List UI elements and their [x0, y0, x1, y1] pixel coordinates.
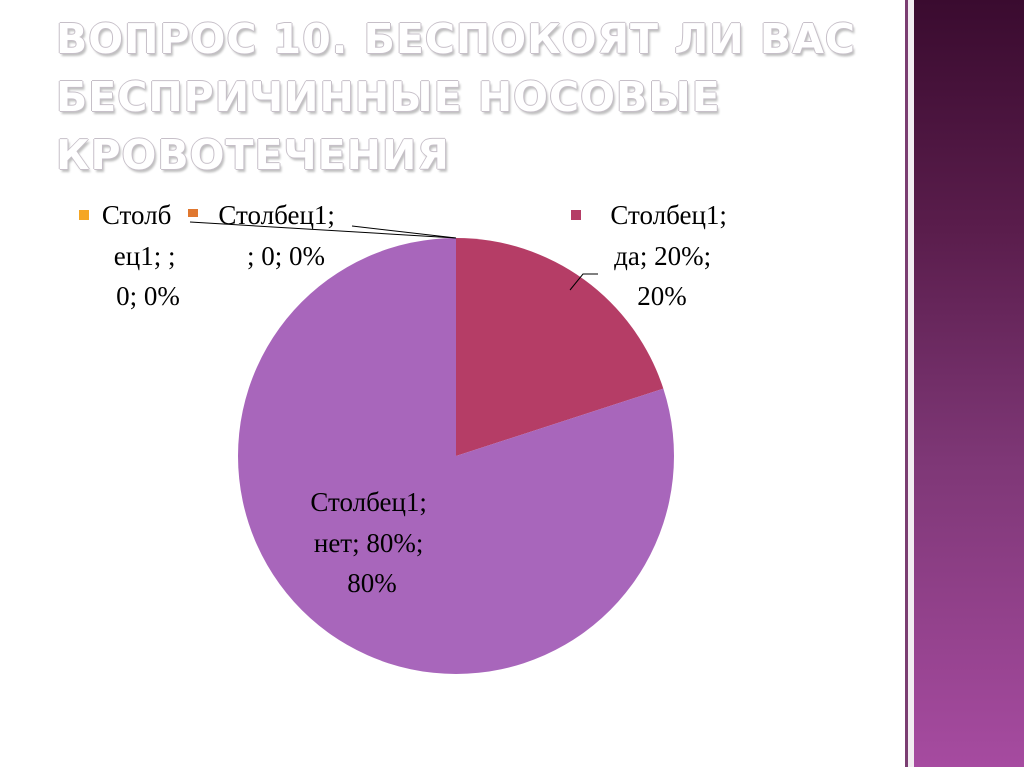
data-label-net-line1: Столбец1;	[310, 487, 427, 517]
title-line-3: кровотечения	[56, 131, 450, 179]
data-label-blank1-line1: Столб	[102, 200, 171, 230]
label-marker-blank2	[188, 209, 198, 217]
title-line-1: Вопрос 10. Беспокоят ли вас	[56, 15, 856, 63]
data-label-da-line2: да; 20%;	[614, 241, 711, 271]
label-marker-da	[571, 210, 581, 220]
leader-line-blank2	[351, 225, 457, 239]
leader-line-da	[569, 273, 598, 291]
pie-slice-net	[237, 238, 674, 674]
side-decor-panel	[914, 0, 1024, 767]
data-label-blank2-line2: ; 0; 0%	[247, 241, 325, 271]
pie-slices	[237, 238, 674, 674]
data-label-da-line1: Столбец1;	[610, 200, 727, 230]
data-label-net-line3: 80%	[347, 568, 397, 598]
label-marker-blank1	[79, 210, 89, 220]
data-label-net-line2: нет; 80%;	[314, 528, 423, 558]
data-label-net: Столбец1; нет; 80%; 80%	[310, 487, 433, 598]
pie-slice-da	[456, 238, 664, 456]
data-label-blank1-line2: ец1; ;	[114, 241, 176, 271]
data-label-blank1-line3: 0; 0%	[116, 281, 180, 311]
title-line-2: беспричинные носовые	[56, 73, 721, 121]
leader-line-blank1	[189, 221, 457, 239]
data-label-blank1: Столб ец1; ; 0; 0%	[102, 200, 182, 311]
data-label-da: Столбец1; да; 20%; 20%	[610, 200, 733, 311]
data-label-blank2-line1: Столбец1;	[218, 200, 335, 230]
side-band	[908, 0, 914, 767]
data-label-da-line3: 20%	[637, 281, 687, 311]
slide-title: Вопрос 10. Беспокоят ли вас беспричинные…	[56, 10, 856, 184]
side-divider	[905, 0, 908, 767]
data-label-blank2: Столбец1; ; 0; 0%	[218, 200, 341, 271]
